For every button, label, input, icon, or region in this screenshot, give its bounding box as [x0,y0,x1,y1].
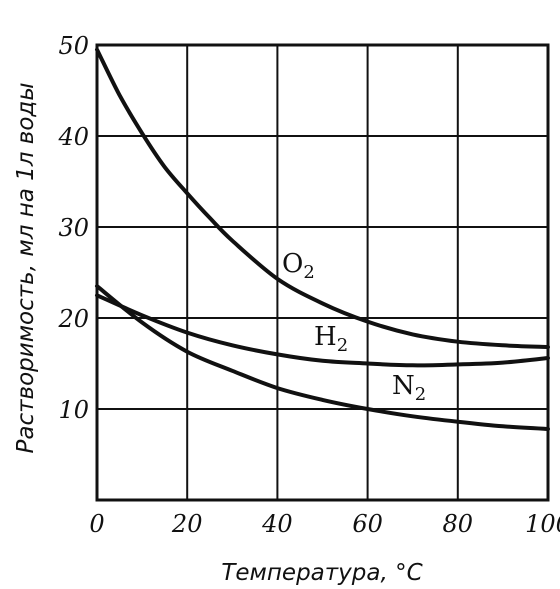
x-tick-labels: 0 20 40 60 80 100 [89,510,560,538]
y-tick-label: 10 [58,396,89,424]
y-tick-label: 30 [58,214,89,242]
x-tick-label: 100 [525,510,560,538]
series-line-n2 [95,284,550,431]
series-line-h2 [95,293,550,368]
series-label-o2: O2 [282,249,315,283]
x-tick-label: 80 [443,510,474,538]
y-tick-label: 50 [58,32,89,60]
y-tick-label: 40 [57,123,89,151]
series-line-o2 [95,47,550,350]
y-tick-labels: 10 20 30 40 50 [57,32,89,424]
x-tick-label: 60 [352,510,383,538]
series-label-n2: N2 [392,371,426,405]
x-tick-label: 20 [171,510,203,538]
x-tick-label: 40 [261,510,293,538]
y-tick-label: 20 [57,305,89,333]
y-axis-title: Растворимость, мл на 1л воды [13,83,39,454]
x-tick-label: 0 [89,510,104,538]
series-lines [95,47,550,431]
x-axis-title: Температура, °C [221,560,422,586]
series-label-h2: H2 [314,322,348,356]
plot-frame [95,43,550,502]
grid [97,45,548,500]
